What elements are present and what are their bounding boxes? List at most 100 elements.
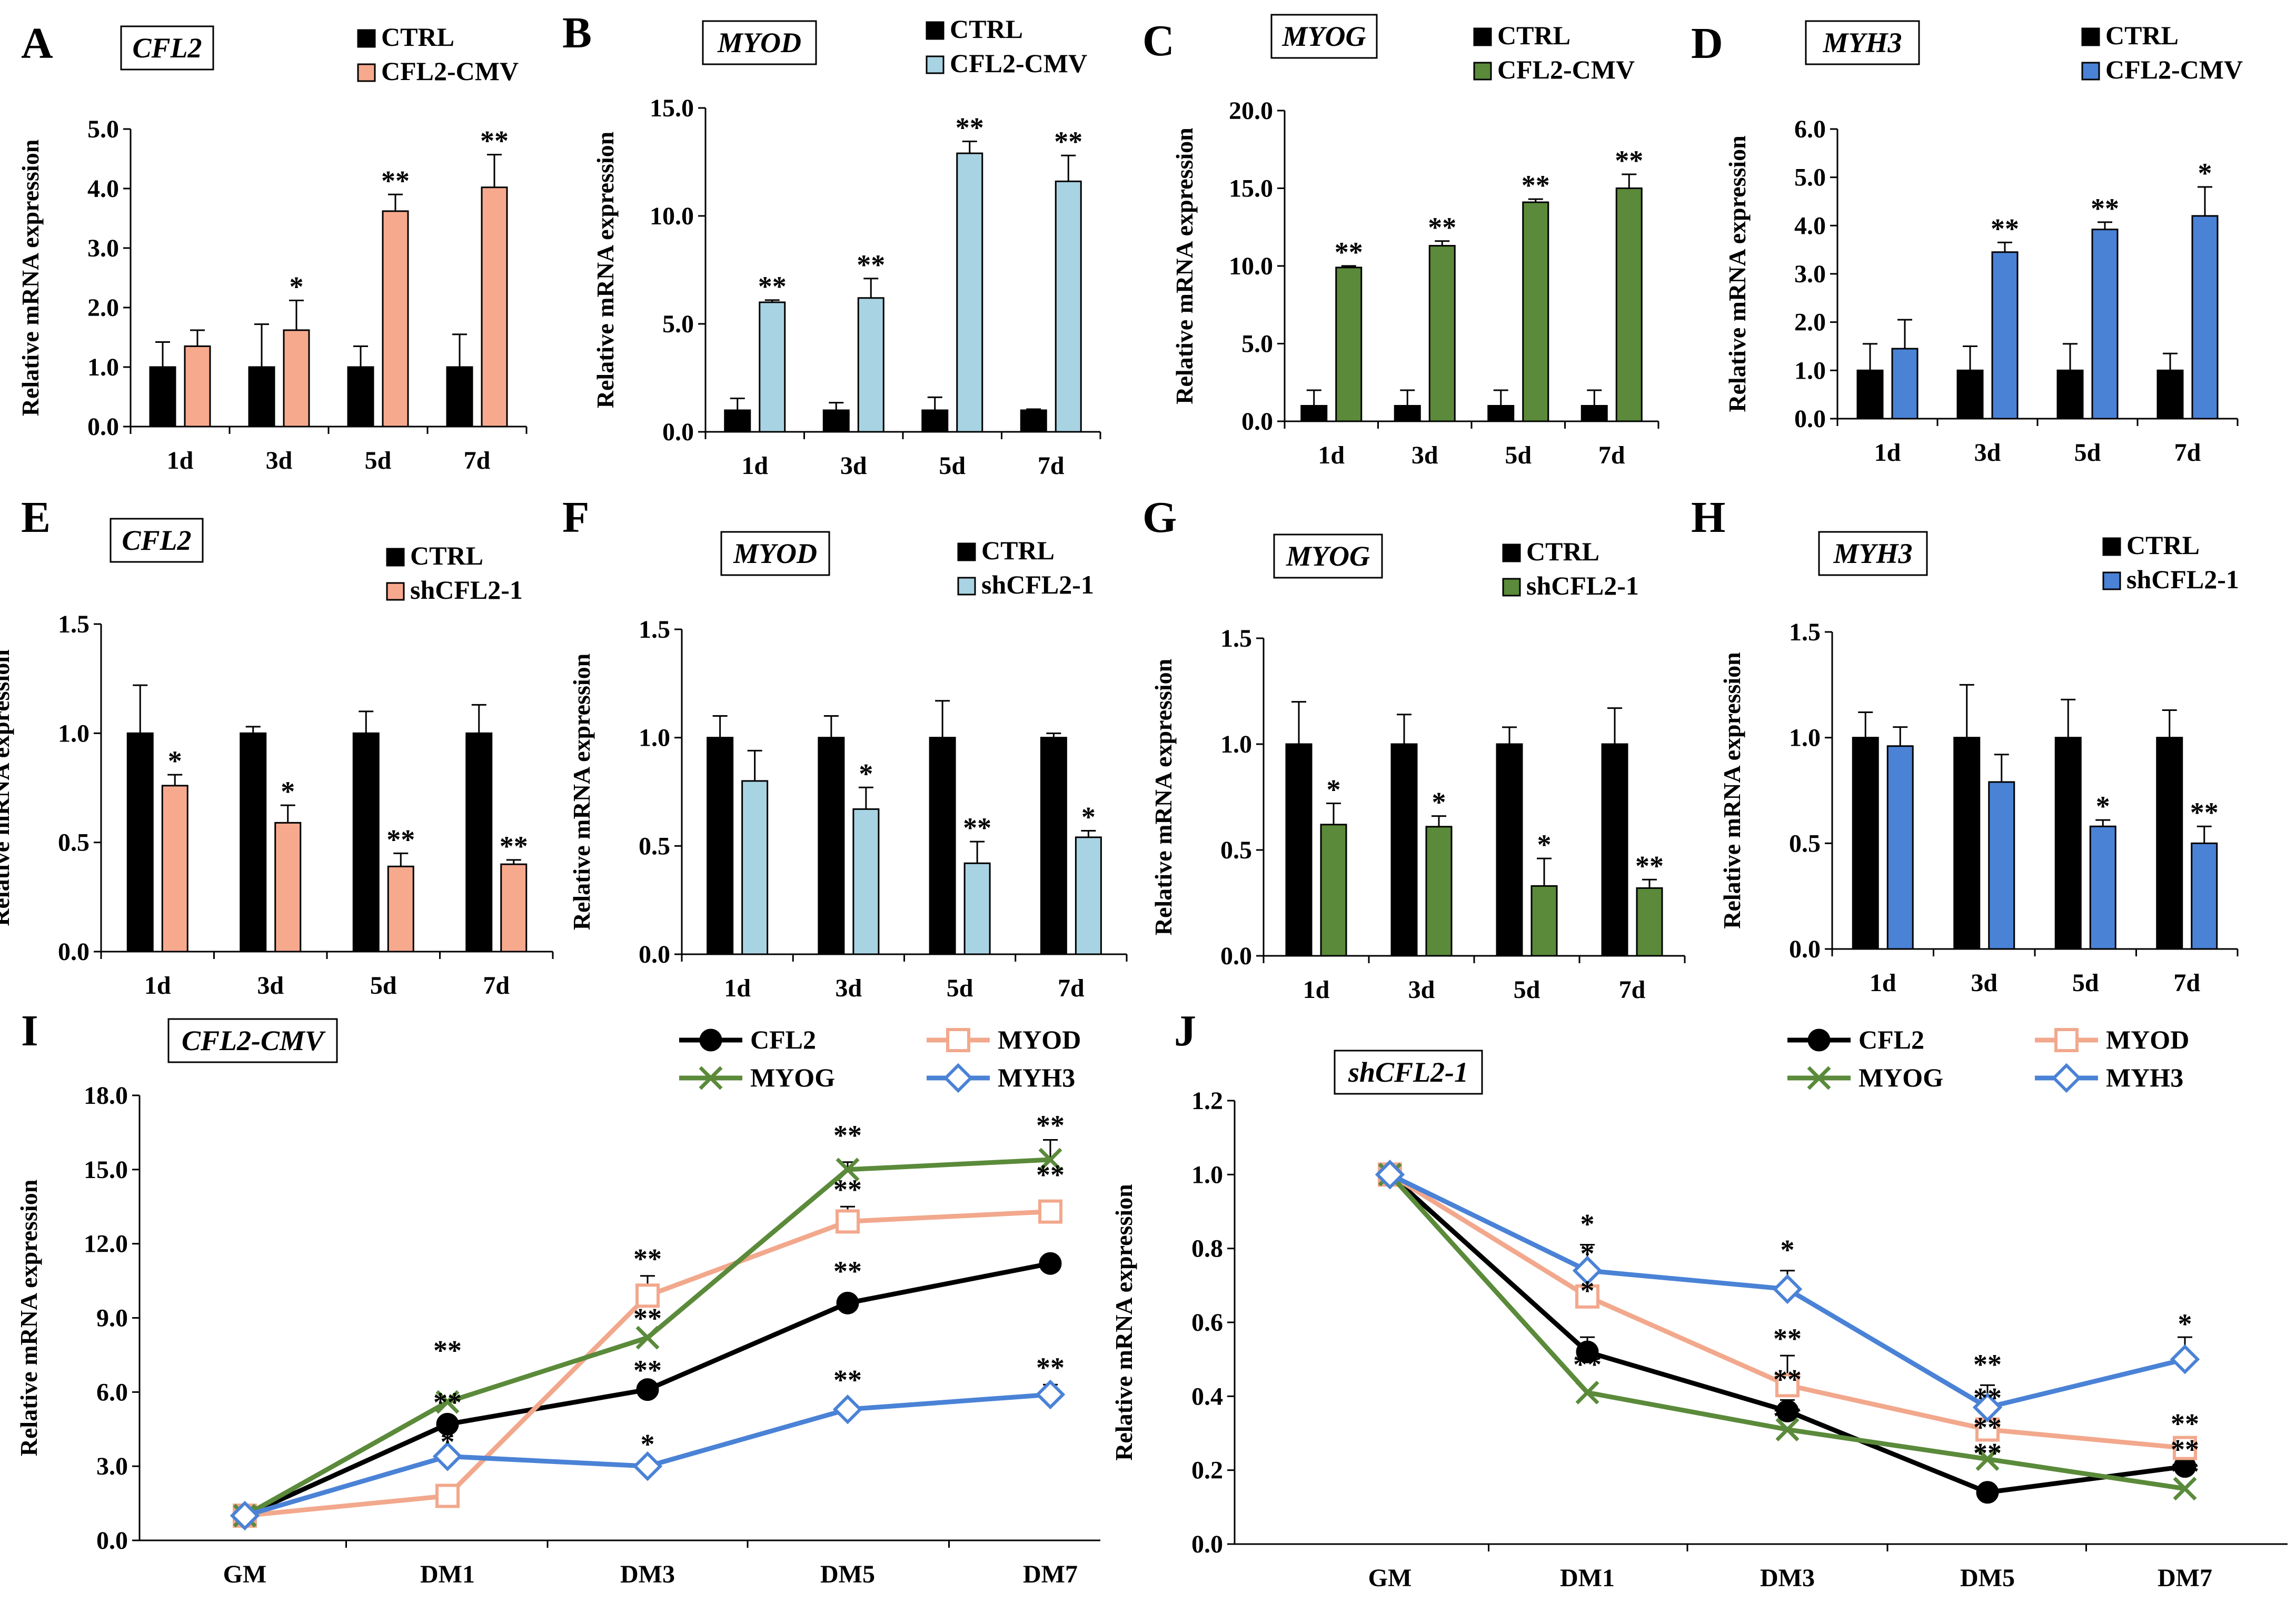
significance-marker: ** bbox=[2091, 193, 2119, 224]
legend-label: CTRL bbox=[2105, 21, 2179, 50]
x-tick-label: 1d bbox=[1318, 441, 1345, 469]
bar-ctrl bbox=[1040, 737, 1067, 955]
significance-marker: * bbox=[281, 776, 295, 807]
x-tick-label: DM3 bbox=[620, 1560, 675, 1588]
significance-marker: ** bbox=[1635, 850, 1664, 882]
x-tick-label: 7d bbox=[2174, 439, 2201, 467]
bar-treatment bbox=[759, 301, 786, 433]
bar-treatment bbox=[852, 808, 880, 955]
point-myod bbox=[435, 1484, 460, 1508]
legend-label: CTRL bbox=[2126, 530, 2200, 560]
significance-marker: ** bbox=[1973, 1438, 2002, 1469]
point-cfl2 bbox=[1576, 1340, 1599, 1363]
bar-ctrl bbox=[2156, 369, 2184, 420]
bar-ctrl bbox=[1020, 409, 1047, 433]
bar-ctrl bbox=[1496, 743, 1523, 957]
y-tick-label: 0.0 bbox=[1220, 942, 1252, 970]
gene-title-box bbox=[1805, 20, 1920, 65]
gene-title-box bbox=[120, 25, 214, 71]
bar-ctrl bbox=[352, 732, 380, 953]
x-tick-label: DM1 bbox=[1560, 1564, 1615, 1592]
legend-swatch bbox=[1502, 543, 1521, 562]
y-tick-label: 0.2 bbox=[1191, 1457, 1223, 1485]
y-axis-label: Relative mRNA expression bbox=[15, 1180, 42, 1457]
x-tick-label: DM5 bbox=[1960, 1564, 2015, 1592]
significance-marker: ** bbox=[833, 1120, 862, 1151]
gene-title-box bbox=[1334, 1050, 1483, 1095]
marker-stroke bbox=[435, 1390, 460, 1414]
legend-label: CTRL bbox=[410, 541, 483, 570]
x-tick-label: 3d bbox=[266, 447, 293, 474]
legend-swatch bbox=[2102, 537, 2121, 556]
y-axis-label: Relative mRNA expression bbox=[1110, 1184, 1137, 1461]
significance-marker: ** bbox=[1973, 1349, 2002, 1380]
point-myh3 bbox=[1572, 1255, 1603, 1286]
significance-marker: ** bbox=[500, 830, 528, 862]
marker-stroke bbox=[699, 1066, 723, 1090]
point-cfl2 bbox=[436, 1412, 459, 1436]
x-tick-label: 5d bbox=[939, 452, 966, 480]
y-tick-label: 1.5 bbox=[1789, 618, 1821, 646]
y-tick-label: 12.0 bbox=[84, 1230, 128, 1258]
bar-treatment bbox=[161, 785, 188, 953]
bar-treatment bbox=[1530, 885, 1558, 957]
bar-treatment bbox=[1425, 826, 1453, 957]
significance-marker: ** bbox=[633, 1302, 662, 1334]
point-myh3 bbox=[1375, 1160, 1405, 1190]
legend-label: shCFL2-1 bbox=[410, 575, 523, 605]
bar-treatment bbox=[481, 186, 508, 428]
y-tick-label: 1.5 bbox=[639, 616, 670, 644]
point-myod bbox=[635, 1283, 660, 1308]
y-tick-label: 9.0 bbox=[96, 1304, 128, 1332]
x-tick-label: 7d bbox=[1619, 976, 1646, 1004]
x-tick-label: DM7 bbox=[2158, 1564, 2212, 1592]
y-tick-label: 3.0 bbox=[87, 234, 119, 262]
significance-marker: ** bbox=[833, 1364, 862, 1396]
y-tick-label: 15.0 bbox=[650, 94, 694, 122]
panel-f: F MYOD Relative mRNA expression 0.0 0.5 1.0 1.… bbox=[562, 493, 1128, 1002]
bar-ctrl bbox=[2054, 737, 2082, 950]
panel-e: E CFL2 Relative mRNA expression 0.0 0.5 1.0 1.… bbox=[0, 493, 554, 1000]
x-tick-label: 1d bbox=[1303, 976, 1330, 1004]
y-axis-label: Relative mRNA expression bbox=[568, 654, 595, 931]
y-tick-label: 1.0 bbox=[1191, 1161, 1223, 1189]
x-tick-label: 3d bbox=[1974, 439, 2001, 467]
significance-marker: ** bbox=[833, 1255, 862, 1287]
panel-letter-i: I bbox=[21, 1006, 38, 1055]
significance-marker: ** bbox=[758, 271, 787, 302]
legend-label: CFL2 bbox=[750, 1025, 816, 1054]
x-tick-label: 5d bbox=[370, 972, 397, 1000]
significance-marker: ** bbox=[633, 1354, 662, 1386]
gene-title: MYOG bbox=[1286, 540, 1370, 572]
x-tick-label: 7d bbox=[464, 447, 491, 474]
y-tick-label: 5.0 bbox=[1241, 330, 1273, 358]
bar-ctrl bbox=[1390, 743, 1418, 957]
significance-marker: ** bbox=[480, 125, 509, 157]
gene-title-box bbox=[1818, 531, 1928, 576]
legend-label: CTRL bbox=[981, 536, 1055, 565]
bar-ctrl bbox=[1394, 405, 1421, 422]
point-myh3 bbox=[1772, 1274, 1803, 1304]
bar-ctrl bbox=[347, 366, 374, 428]
significance-marker: ** bbox=[2190, 797, 2219, 828]
x-tick-label: 1d bbox=[724, 974, 751, 1002]
legend-swatch bbox=[386, 582, 405, 601]
y-axis-label: Relative mRNA expression bbox=[1718, 652, 1745, 929]
y-tick-label: 15.0 bbox=[1229, 175, 1273, 203]
significance-marker: * bbox=[859, 758, 873, 789]
x-tick-label: DM1 bbox=[420, 1560, 475, 1588]
y-tick-label: 10.0 bbox=[650, 202, 694, 230]
y-tick-label: 0.0 bbox=[1789, 935, 1821, 963]
legend-label: CTRL bbox=[1497, 21, 1571, 50]
bar-treatment bbox=[2089, 825, 2116, 950]
panel-b: B MYOD Relative mRNA expression 0.0 5.0 10.0 1… bbox=[562, 8, 1101, 480]
point-myh3 bbox=[1972, 1392, 2003, 1422]
bar-ctrl bbox=[1856, 369, 1884, 420]
legend-label: CFL2-CMV bbox=[381, 56, 519, 86]
gene-title-box bbox=[110, 518, 204, 563]
y-tick-label: 1.5 bbox=[58, 610, 90, 638]
x-tick-label: 5d bbox=[2072, 969, 2099, 997]
legend-marker bbox=[2051, 1063, 2082, 1093]
bar-treatment bbox=[283, 329, 310, 428]
x-tick-label: 7d bbox=[1598, 441, 1625, 469]
